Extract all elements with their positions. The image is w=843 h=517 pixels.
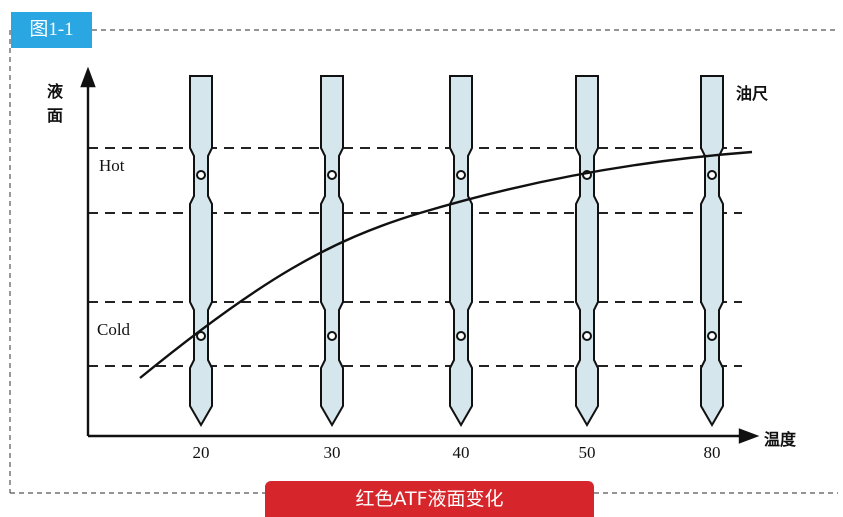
y-axis-label-top: 液 (47, 82, 64, 101)
y-axis-label-bottom: 面 (47, 106, 64, 125)
x-axis-arrow (738, 428, 760, 444)
dipstick-label: 油尺 (736, 84, 769, 103)
dipsticks (189, 75, 724, 427)
dipstick-3-cold-hole (456, 331, 466, 341)
dipstick-3-hot-hole (456, 170, 466, 180)
dipstick-4-cold-hole (582, 331, 592, 341)
dipstick-5 (700, 75, 724, 427)
dipstick-1-cold-hole (196, 331, 206, 341)
x-tick-20: 20 (192, 443, 210, 462)
dipstick-2-cold-hole (327, 331, 337, 341)
dipstick-2-hot-hole (327, 170, 337, 180)
dipstick-3 (449, 75, 473, 427)
y-axis-arrow (80, 66, 96, 88)
dipstick-1-hot-hole (196, 170, 206, 180)
x-tick-50: 50 (578, 443, 596, 462)
dipstick-4 (575, 75, 599, 427)
level-curve (139, 150, 753, 379)
figure-caption: 红色ATF液面变化 (265, 481, 594, 517)
x-tick-30: 30 (323, 443, 341, 462)
axes (80, 66, 760, 444)
x-axis-label: 温度 (764, 430, 797, 449)
frame-border (9, 29, 838, 494)
dipstick-1 (189, 75, 213, 427)
hot-band-label: Hot (99, 156, 125, 175)
dipstick-5-cold-hole (707, 331, 717, 341)
dipstick-5-hot-hole (707, 170, 717, 180)
cold-band-label: Cold (97, 320, 131, 339)
figure-tag: 图1-1 (11, 12, 92, 48)
band-lines (88, 147, 742, 367)
x-tick-80: 80 (703, 443, 721, 462)
x-tick-40: 40 (452, 443, 470, 462)
dipstick-2 (320, 75, 344, 427)
